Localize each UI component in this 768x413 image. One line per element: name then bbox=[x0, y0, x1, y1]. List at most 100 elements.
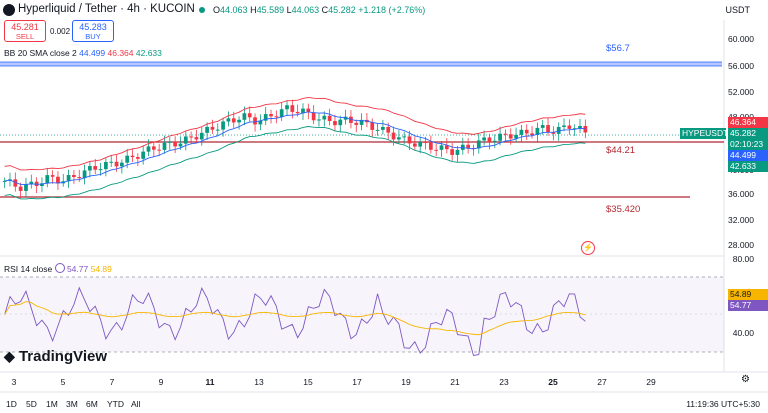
x-axis-label: 9 bbox=[158, 377, 164, 387]
candle-body bbox=[29, 181, 34, 185]
candle-body bbox=[519, 129, 524, 135]
rsi-value-tag: 54.77 bbox=[728, 300, 768, 311]
candle-body bbox=[50, 175, 55, 177]
symbol-title[interactable]: Hyperliquid / Tether · 4h · KUCOIN bbox=[18, 3, 195, 15]
rsi-source-icon bbox=[54, 263, 65, 273]
candle-body bbox=[317, 119, 321, 121]
sell-button[interactable]: 45.281 SELL bbox=[4, 20, 46, 42]
candle-body bbox=[98, 169, 103, 171]
candle-body bbox=[333, 121, 337, 126]
price-axis-label: 60.000 bbox=[728, 34, 754, 44]
x-axis-label: 3 bbox=[11, 377, 17, 387]
candle-body bbox=[498, 133, 502, 141]
price-axis-label: 56.000 bbox=[728, 61, 754, 71]
x-axis-label: 17 bbox=[352, 377, 362, 387]
rsi-legend[interactable]: RSI 14 close 54.77 54.89 bbox=[4, 263, 112, 274]
candle-body bbox=[2, 180, 7, 182]
candle-body bbox=[551, 132, 556, 134]
x-axis-label: 7 bbox=[109, 377, 115, 387]
candle-body bbox=[354, 122, 359, 125]
candle-body bbox=[279, 109, 284, 118]
candle-body bbox=[540, 125, 545, 128]
spread-value: 0.002 bbox=[50, 27, 71, 36]
x-axis-label: 11 bbox=[205, 377, 215, 387]
candle-body bbox=[231, 118, 236, 123]
timeframe-1m[interactable]: 1M bbox=[46, 399, 58, 409]
candle-body bbox=[327, 115, 332, 122]
candle-body bbox=[562, 125, 566, 127]
candle-body bbox=[556, 126, 561, 134]
candle-body bbox=[141, 151, 146, 159]
tradingview-logo-icon: ◆ bbox=[4, 348, 15, 364]
candle-body bbox=[306, 108, 311, 113]
bollinger-legend[interactable]: BB 20 SMA close 2 44.499 46.364 42.633 bbox=[4, 48, 162, 58]
x-axis-label: 23 bbox=[499, 377, 509, 387]
timeframe-5d[interactable]: 5D bbox=[26, 399, 37, 409]
candle-body bbox=[524, 129, 529, 134]
market-open-icon bbox=[199, 7, 205, 13]
candle-body bbox=[301, 108, 305, 114]
candle-body bbox=[173, 141, 177, 147]
candle-body bbox=[82, 170, 87, 179]
clock[interactable]: 11:19:36 UTC+5:30 bbox=[686, 399, 760, 409]
x-axis-label: 5 bbox=[60, 377, 66, 387]
candle-body bbox=[146, 146, 151, 152]
candle-body bbox=[199, 132, 204, 140]
candle-body bbox=[269, 114, 273, 117]
timeframe-6m[interactable]: 6M bbox=[86, 399, 98, 409]
candle-body bbox=[455, 149, 460, 155]
bb-basis-line bbox=[4, 111, 586, 185]
candle-body bbox=[338, 119, 343, 126]
timeframe-1d[interactable]: 1D bbox=[6, 399, 17, 409]
bb-upper-tag: 46.364 bbox=[728, 117, 768, 128]
candle-body bbox=[114, 161, 119, 167]
level-top-label: $56.7 bbox=[606, 43, 630, 54]
candle-body bbox=[397, 137, 401, 140]
candle-body bbox=[386, 126, 391, 133]
timeframe-all[interactable]: All bbox=[131, 399, 141, 409]
candle-body bbox=[151, 146, 156, 150]
candle-body bbox=[162, 142, 167, 150]
candle-body bbox=[492, 140, 497, 143]
x-axis-label: 25 bbox=[548, 377, 558, 387]
x-axis-label: 15 bbox=[303, 377, 313, 387]
candle-body bbox=[56, 176, 60, 184]
candle-body bbox=[77, 177, 82, 179]
buy-label: BUY bbox=[85, 32, 101, 41]
candle-body bbox=[194, 137, 199, 140]
candle-body bbox=[242, 113, 247, 120]
price-axis-label: 28.000 bbox=[728, 240, 754, 250]
candle-body bbox=[130, 155, 135, 158]
candle-body bbox=[466, 144, 470, 149]
currency-label[interactable]: USDT bbox=[725, 5, 751, 15]
timeframe-3m[interactable]: 3M bbox=[66, 399, 78, 409]
candle-body bbox=[93, 166, 98, 170]
bb-upper-line bbox=[4, 97, 586, 171]
candle-body bbox=[503, 133, 508, 135]
candle-body bbox=[343, 116, 348, 120]
timeframe-ytd[interactable]: YTD bbox=[107, 399, 124, 409]
candle-body bbox=[183, 136, 188, 144]
candle-body bbox=[572, 128, 577, 130]
candle-body bbox=[13, 179, 18, 187]
hyperliquid-logo-icon bbox=[3, 4, 15, 16]
candle-body bbox=[508, 134, 513, 139]
candle-body bbox=[295, 111, 300, 114]
candle-body bbox=[514, 134, 518, 139]
candle-body bbox=[290, 105, 295, 112]
lightning-alert-icon[interactable]: ⚡ bbox=[581, 241, 595, 255]
candle-body bbox=[450, 149, 455, 155]
candle-body bbox=[482, 137, 486, 141]
candle-body bbox=[263, 114, 268, 121]
candle-body bbox=[402, 136, 407, 138]
bb-lower-line bbox=[4, 126, 586, 200]
settings-gear-icon[interactable]: ⚙ bbox=[741, 374, 750, 385]
candle-body bbox=[24, 184, 28, 191]
buy-button[interactable]: 45.283 BUY bbox=[72, 20, 114, 42]
bb-lower-tag: 42.633 bbox=[728, 161, 768, 172]
candle-body bbox=[418, 141, 423, 147]
candle-body bbox=[72, 175, 76, 178]
x-axis-label: 27 bbox=[597, 377, 607, 387]
candle-body bbox=[178, 143, 183, 147]
